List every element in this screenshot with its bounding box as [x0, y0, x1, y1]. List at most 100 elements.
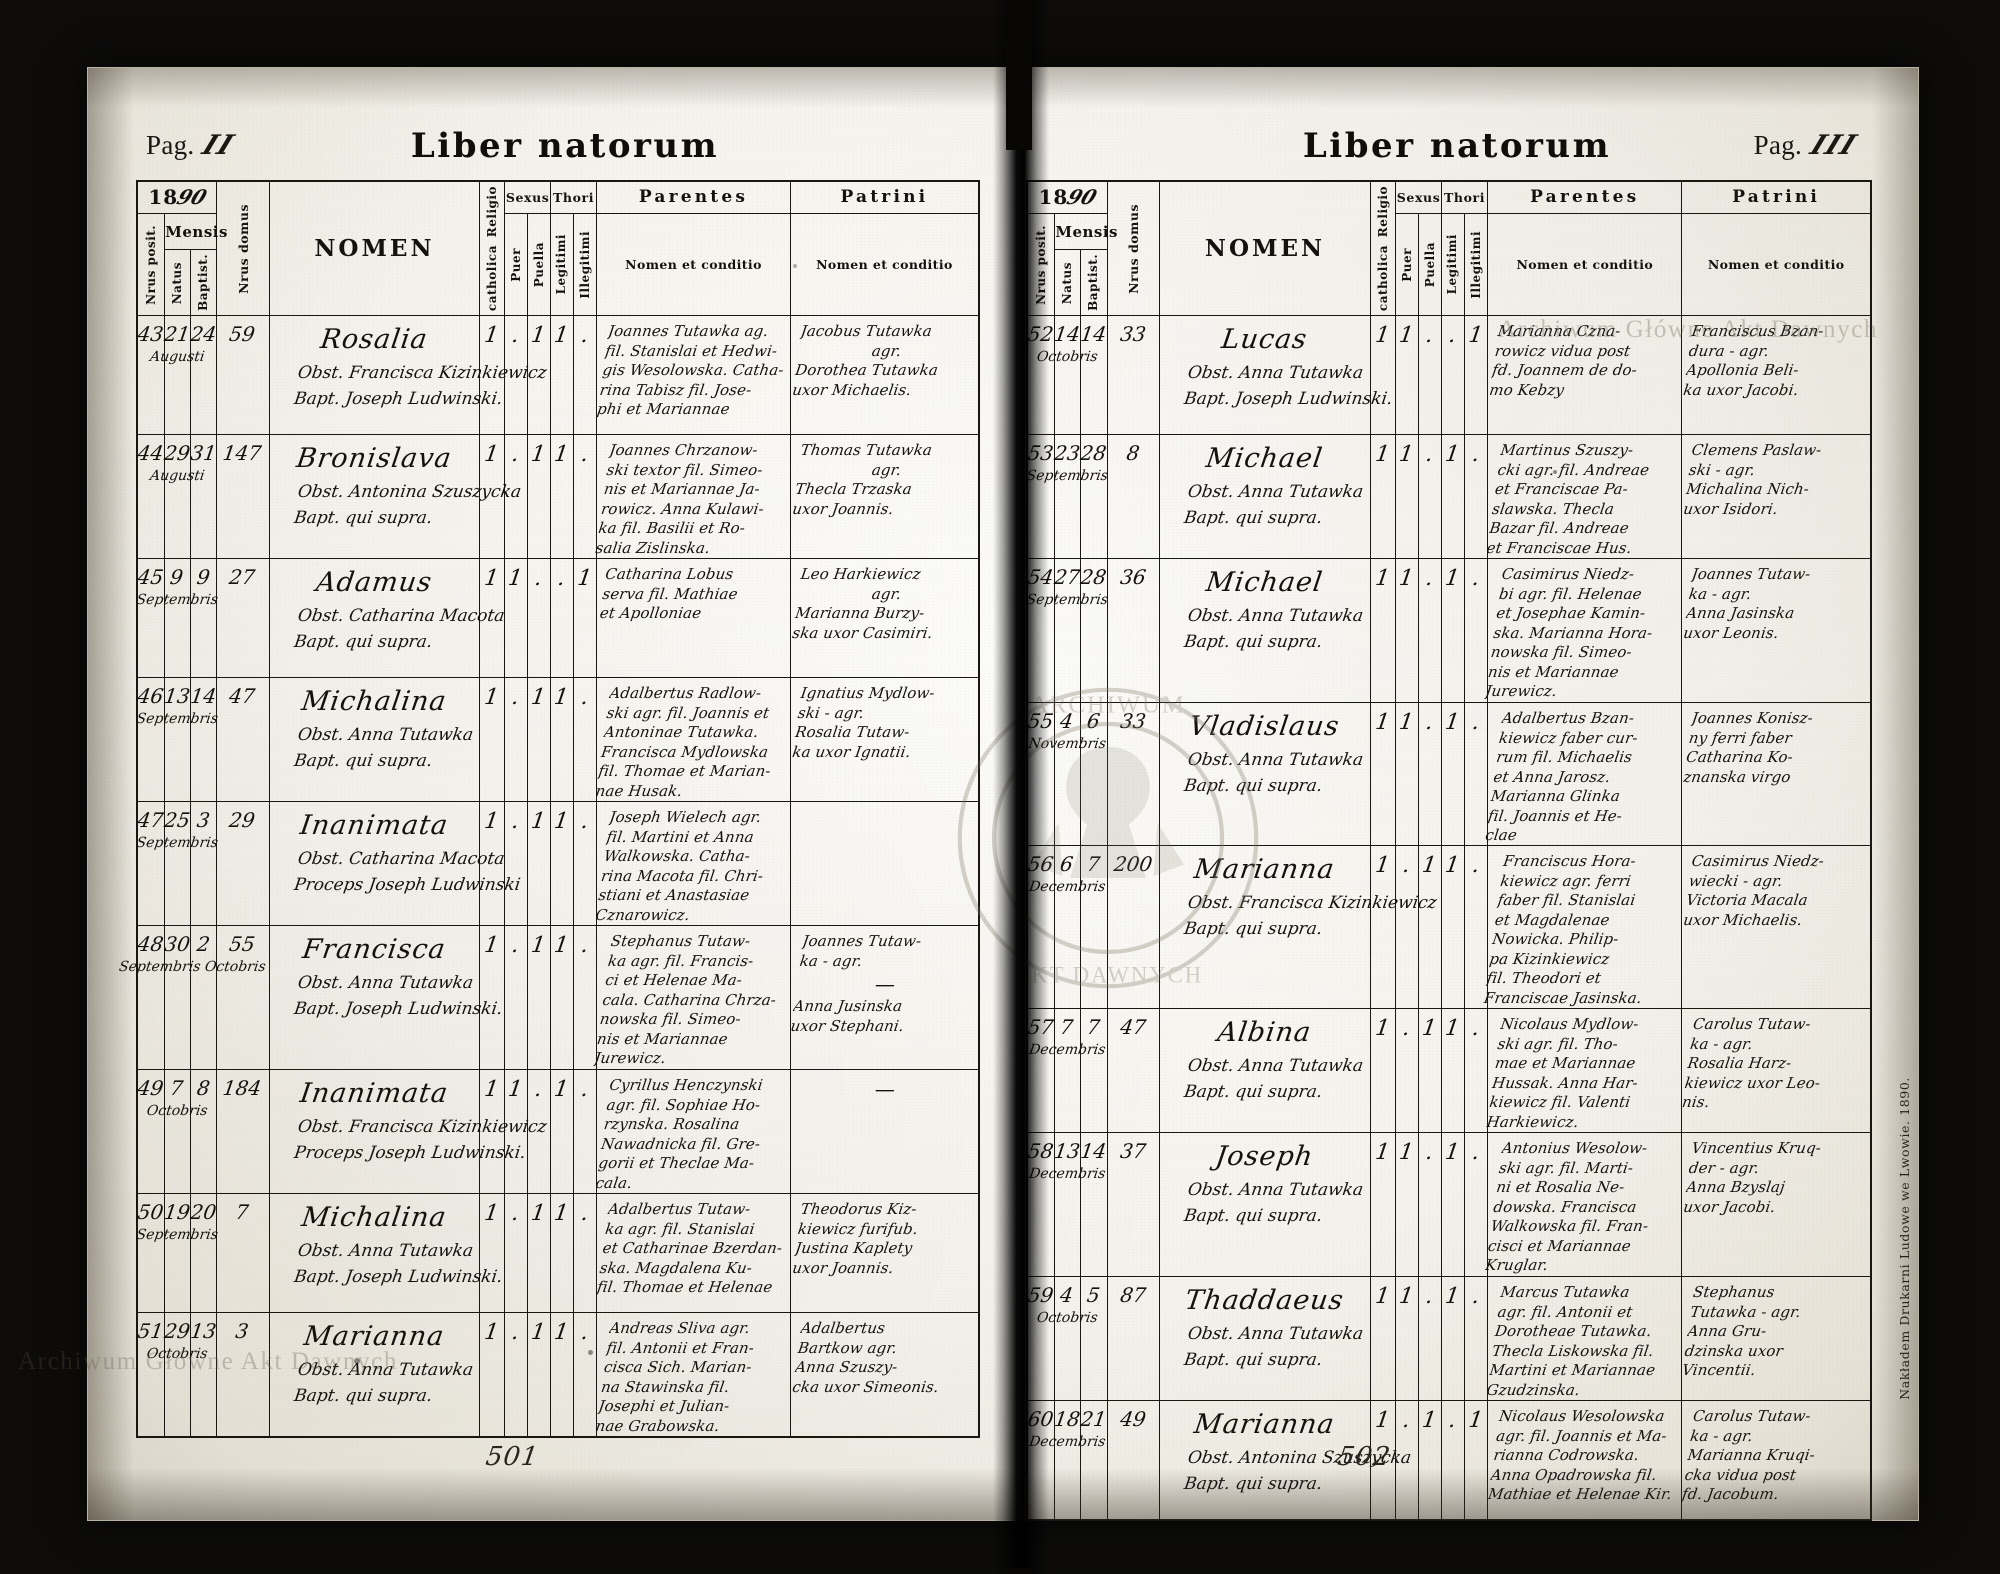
cell-nrus-posit[interactable]: 59	[1026, 1275, 1056, 1401]
cell-religio[interactable]: 1	[479, 925, 506, 1070]
cell-puella[interactable]: .	[1418, 1132, 1442, 1277]
cell-baptist[interactable]: 28	[1079, 434, 1108, 560]
cell-patrini[interactable]: Franciscus Bzan-dura - agr. Apollonia Bel…	[1681, 315, 1872, 436]
cell-puer[interactable]: .	[1395, 1399, 1420, 1521]
cell-parentes[interactable]: Franciscus Hora-kiewicz agr. ferri faber …	[1483, 845, 1683, 1010]
cell-puer[interactable]: 1	[504, 1068, 529, 1194]
cell-nomen[interactable]: Marianna Obst. Anna Tutawka Bapt. qui supr…	[268, 1311, 481, 1438]
cell-nrus-posit[interactable]: 48	[136, 925, 166, 1070]
table-row[interactable]: 46 13 Septembris 14 47 Michalina Obst. Anna Tu…	[136, 677, 980, 803]
cell-puella[interactable]: 1	[527, 434, 551, 560]
cell-legitimi[interactable]: 1	[1440, 845, 1465, 1010]
cell-baptist[interactable]: 14	[189, 677, 218, 803]
cell-legitimi[interactable]: 1	[549, 1068, 574, 1194]
cell-baptist[interactable]: 6	[1079, 701, 1108, 847]
cell-patrini[interactable]: Ignatius Mydlow-ski - agr. Rosalia Tutaw-…	[789, 677, 980, 803]
cell-parentes[interactable]: Adalbertus Bzan-kiewicz faber cur-rum fi…	[1484, 701, 1683, 847]
cell-legitimi[interactable]: 1	[1440, 1132, 1465, 1277]
cell-natus[interactable]: 9 Septembris	[136, 558, 219, 679]
cell-nrus-posit[interactable]: 55	[1026, 701, 1056, 847]
cell-religio[interactable]: 1	[1369, 1008, 1397, 1134]
cell-nomen[interactable]: Lucas Obst. Anna Tutawka Bapt. Joseph Ludw…	[1158, 315, 1394, 436]
cell-nomen[interactable]: Adamus Obst. Catharina Macota Bapt. qui su…	[268, 558, 506, 679]
cell-nrus-domus[interactable]: 49	[1106, 1399, 1160, 1521]
cell-nrus-posit[interactable]: 52	[1026, 315, 1056, 436]
cell-legitimi[interactable]: .	[1440, 1399, 1465, 1521]
cell-nomen[interactable]: Thaddaeus Obst. Anna Tutawka Bapt. qui sup…	[1158, 1275, 1371, 1401]
cell-parentes[interactable]: Joannes Chrzanow-ski textor fil. Simeo-n…	[595, 434, 791, 560]
cell-illegitimi[interactable]: .	[1463, 1132, 1489, 1277]
cell-nomen[interactable]: Bronislava Obst. Antonina Szuszycka Bapt. …	[268, 434, 522, 560]
cell-natus[interactable]: 7 Decembris	[1028, 1008, 1107, 1134]
cell-puer[interactable]: 1	[1395, 315, 1420, 436]
cell-nomen[interactable]: Rosalia Obst. Francisca Kizinkiewicz Bapt.…	[268, 315, 548, 436]
cell-religio[interactable]: 1	[1369, 845, 1397, 1010]
cell-illegitimi[interactable]: .	[1463, 1275, 1489, 1401]
cell-legitimi[interactable]: 1	[1440, 558, 1465, 703]
cell-puer[interactable]: .	[504, 677, 529, 803]
cell-nrus-domus[interactable]: 37	[1106, 1132, 1160, 1277]
cell-nomen[interactable]: Francisca Obst. Anna Tutawka Bapt. Joseph …	[268, 925, 504, 1070]
cell-patrini[interactable]: Joannes Konisz-ny ferri faber Catharina K…	[1681, 701, 1872, 847]
cell-illegitimi[interactable]: .	[572, 315, 598, 436]
cell-parentes[interactable]: Andreas Sliva agr. fil. Antonii et Fran-c…	[595, 1311, 791, 1438]
cell-religio[interactable]: 1	[1369, 1132, 1397, 1277]
cell-puella[interactable]: .	[1418, 1275, 1442, 1401]
cell-nrus-domus[interactable]: 3	[216, 1311, 270, 1438]
cell-legitimi[interactable]: 1	[1440, 1008, 1465, 1134]
cell-parentes[interactable]: Nicolaus Mydlow-ski agr. fil. Tho-mae et…	[1486, 1008, 1683, 1134]
cell-legitimi[interactable]: 1	[1440, 701, 1465, 847]
cell-natus[interactable]: 4 Novembris	[1028, 701, 1107, 847]
cell-parentes[interactable]: Catharina Lobus serva fil. Mathiae et Apol…	[596, 558, 791, 679]
table-row[interactable]: 45 9 Septembris 9 27 Adamus Obst. Catharina Ma…	[136, 558, 980, 679]
cell-patrini[interactable]: Casimirus Niedz-wiecki - agr. Victoria Ma…	[1681, 845, 1872, 1010]
cell-baptist[interactable]: 24	[189, 315, 218, 436]
cell-legitimi[interactable]: 1	[549, 677, 574, 803]
cell-puer[interactable]: 1	[1395, 1275, 1420, 1401]
cell-nrus-posit[interactable]: 46	[136, 677, 166, 803]
cell-religio[interactable]: 1	[1369, 1399, 1397, 1521]
cell-nrus-domus[interactable]: 200	[1106, 845, 1160, 1010]
cell-nrus-posit[interactable]: 49	[136, 1068, 166, 1194]
cell-baptist[interactable]: 3	[189, 801, 218, 927]
cell-puella[interactable]: 1	[527, 315, 551, 436]
table-row[interactable]: 52 14 Octobris 14 33 Lucas Obst. Anna Tutawka B…	[1026, 315, 1872, 436]
cell-nrus-domus[interactable]: 29	[216, 801, 270, 927]
cell-puer[interactable]: .	[504, 315, 529, 436]
cell-natus[interactable]: 29 Augusti	[149, 434, 206, 560]
cell-legitimi[interactable]: 1	[549, 801, 574, 927]
cell-parentes[interactable]: Antonius Wesolow-ski agr. fil. Marti-ni …	[1484, 1132, 1683, 1277]
cell-baptist[interactable]: 9	[189, 558, 218, 679]
cell-puer[interactable]: .	[504, 434, 529, 560]
cell-nrus-domus[interactable]: 36	[1106, 558, 1160, 703]
cell-natus[interactable]: 4 Octobris	[1036, 1275, 1099, 1401]
cell-puella[interactable]: .	[1418, 434, 1442, 560]
cell-legitimi[interactable]: 1	[549, 434, 574, 560]
cell-parentes[interactable]: Martinus Szuszy-cki agr. fil. Andreae et …	[1486, 434, 1683, 560]
table-row[interactable]: 55 4 Novembris 6 33 Vladislaus Obst. Anna Tuta…	[1026, 701, 1872, 847]
cell-puella[interactable]: 1	[527, 1311, 551, 1438]
cell-nrus-domus[interactable]: 59	[216, 315, 270, 436]
cell-nomen[interactable]: Michalina Obst. Anna Tutawka Bapt. qui sup…	[268, 677, 481, 803]
cell-legitimi[interactable]: 1	[549, 1192, 574, 1313]
cell-patrini[interactable]: —	[789, 1068, 980, 1194]
cell-nrus-domus[interactable]: 47	[1106, 1008, 1160, 1134]
cell-parentes[interactable]: Nicolaus Wesolowska agr. fil. Joannis et …	[1487, 1399, 1683, 1521]
cell-puella[interactable]: 1	[527, 1192, 551, 1313]
table-row[interactable]: 58 13 Decembris 14 37 Joseph Obst. Anna Tutawk…	[1026, 1132, 1872, 1277]
cell-puer[interactable]: 1	[1395, 558, 1420, 703]
cell-natus[interactable]: 30 Septembris Octobris	[118, 925, 267, 1070]
cell-puer[interactable]: 1	[504, 558, 529, 679]
table-row[interactable]: 56 6 Decembris 7 200 Marianna Obst. Francisca …	[1026, 845, 1872, 1010]
cell-natus[interactable]: 21 Augusti	[149, 315, 206, 436]
cell-puer[interactable]: .	[504, 1192, 529, 1313]
cell-illegitimi[interactable]: .	[1463, 845, 1489, 1010]
cell-nrus-posit[interactable]: 51	[136, 1311, 166, 1438]
cell-parentes[interactable]: Marcus Tutawka agr. fil. Antonii et Doroth…	[1486, 1275, 1683, 1401]
cell-puella[interactable]: .	[1418, 315, 1442, 436]
cell-natus[interactable]: 7 Octobris	[146, 1068, 209, 1194]
cell-nrus-domus[interactable]: 27	[216, 558, 270, 679]
table-row[interactable]: 50 19 Septembris 20 7 Michalina Obst. Anna Tut…	[136, 1192, 980, 1313]
cell-religio[interactable]: 1	[1369, 434, 1397, 560]
cell-natus[interactable]: 14 Octobris	[1036, 315, 1099, 436]
